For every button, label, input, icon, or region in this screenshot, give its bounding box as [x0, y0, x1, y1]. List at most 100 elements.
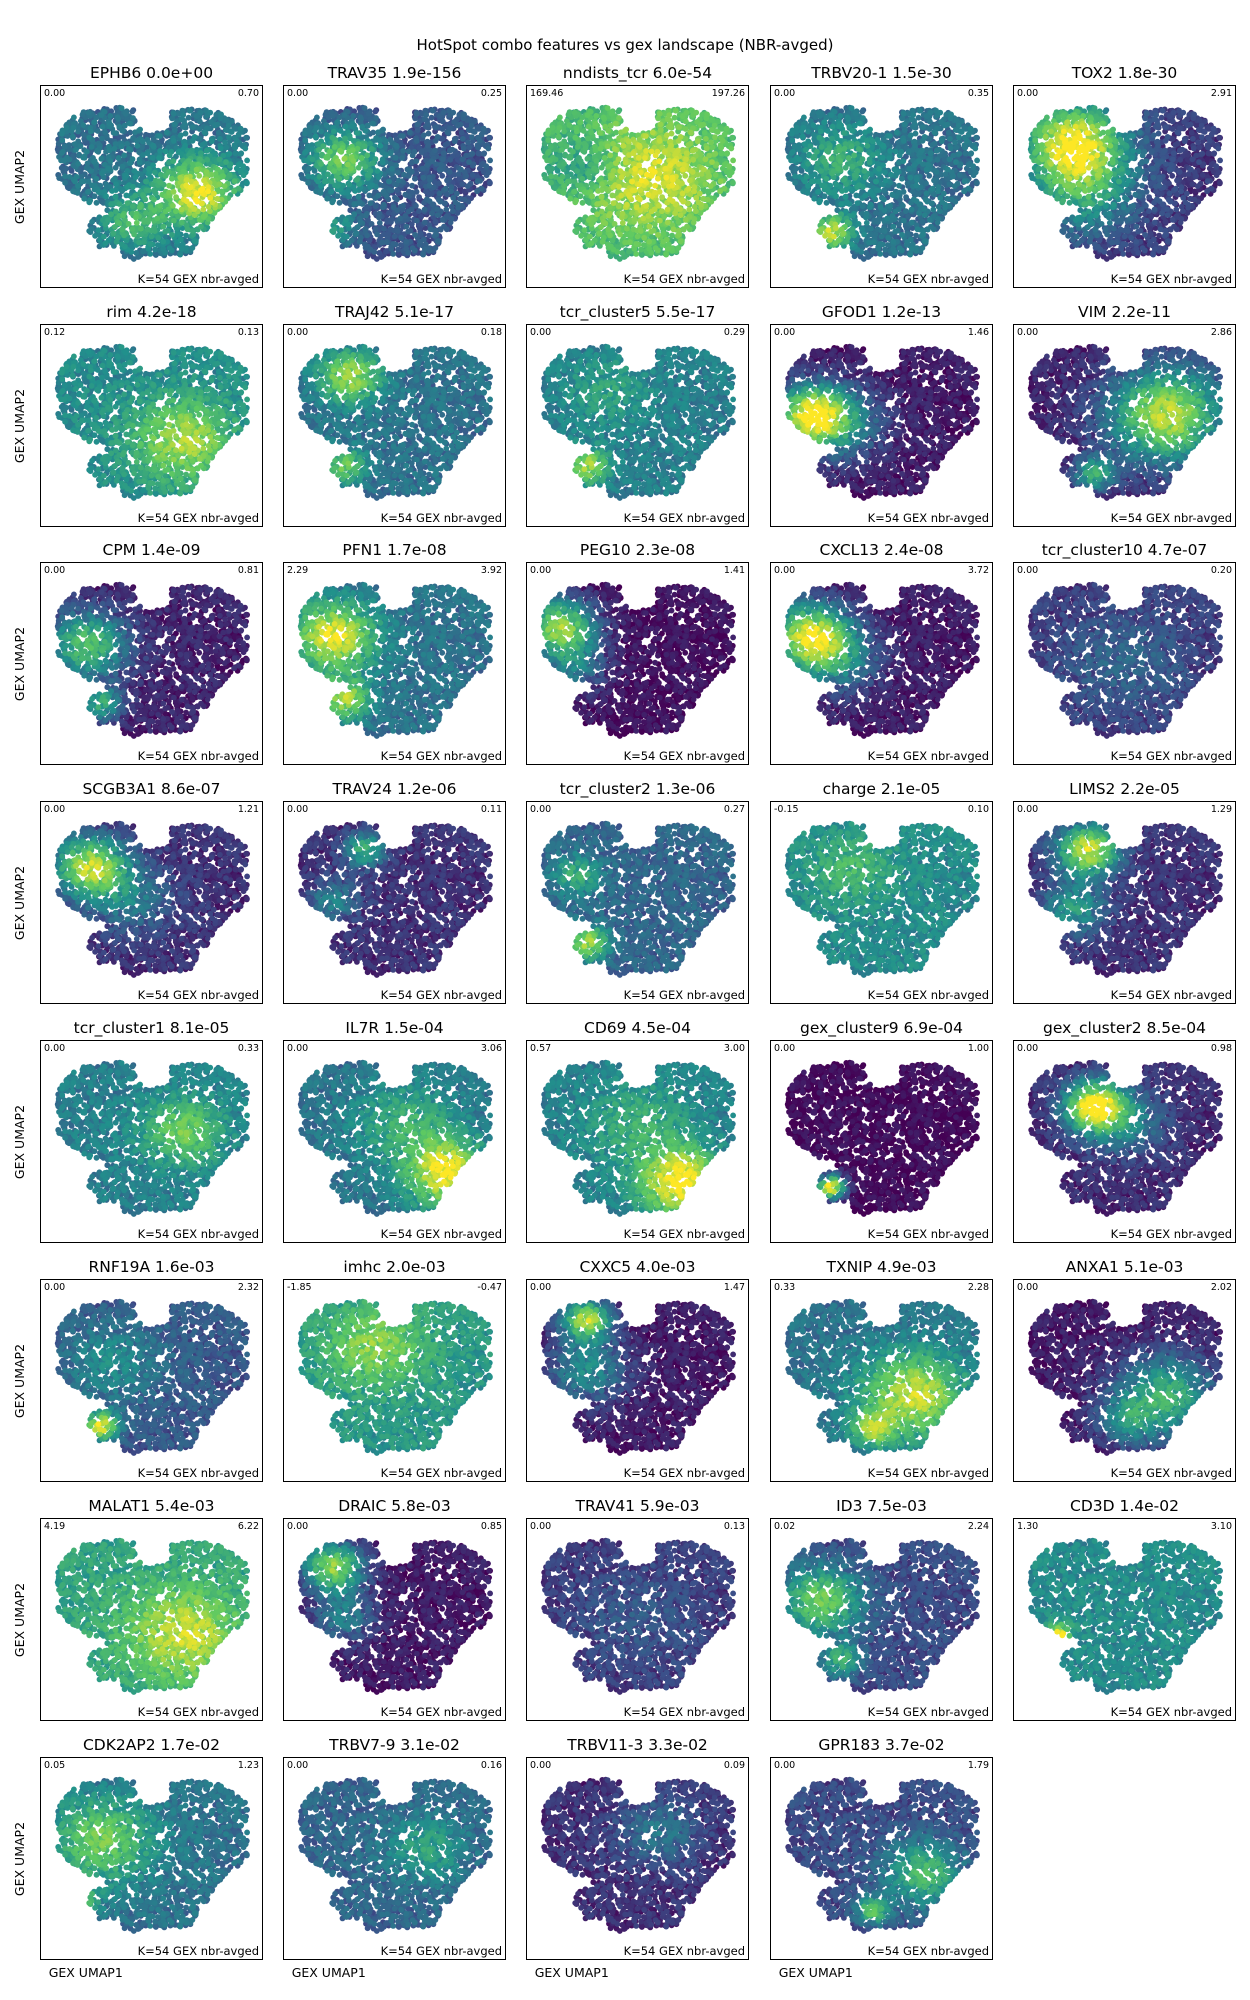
scatter-point	[676, 245, 682, 251]
scatter-point	[609, 111, 615, 117]
scatter-point	[147, 251, 153, 257]
scatter-point	[619, 250, 625, 256]
scatter-point	[152, 170, 158, 176]
scatter-point	[421, 237, 427, 243]
scatter-point	[109, 188, 115, 194]
scatter-point	[564, 143, 570, 149]
scatter-point	[135, 143, 141, 149]
scatter-point	[312, 128, 318, 134]
scatter-point	[369, 146, 375, 152]
scatter-point	[416, 208, 422, 214]
scatter-point	[598, 146, 604, 152]
scatter-point	[84, 149, 90, 155]
scatter-point	[475, 145, 481, 151]
scatter-point	[200, 142, 206, 148]
scatter-point	[108, 158, 114, 164]
scatter-point	[362, 164, 368, 170]
scatter-point	[566, 155, 572, 161]
scatter-plot	[527, 86, 749, 288]
scatter-point	[386, 179, 392, 185]
scatter-point	[234, 138, 240, 144]
scatter-point	[548, 180, 554, 186]
scatter-point	[354, 130, 360, 136]
scatter-point	[585, 112, 591, 118]
scatter-point	[433, 245, 439, 251]
scatter-point	[393, 155, 399, 161]
scatter-point	[75, 190, 81, 196]
scatter-point	[193, 197, 199, 203]
scatter-point	[328, 189, 334, 195]
scatter-point	[684, 110, 690, 116]
scatter-point	[434, 206, 440, 212]
scatter-point	[441, 110, 447, 116]
panel-title: TRAV35 1.9e-156	[263, 64, 526, 82]
scatter-point	[587, 234, 593, 240]
scatter-point	[593, 121, 599, 127]
scatter-point	[223, 127, 229, 133]
scatter-point	[133, 250, 139, 256]
scatter-point	[594, 167, 600, 173]
scatter-point	[226, 134, 232, 140]
scatter-point	[390, 251, 396, 257]
scatter-point	[548, 173, 554, 179]
scatter-point	[600, 239, 606, 245]
scatter-point	[231, 188, 237, 194]
scatter-point	[179, 207, 185, 213]
scatter-point	[409, 183, 415, 189]
scatter-point	[608, 244, 614, 250]
scatter-point	[73, 147, 79, 153]
scatter-point	[461, 112, 467, 118]
scatter-point	[126, 146, 132, 152]
scatter-point	[376, 174, 382, 180]
scatter-point	[375, 193, 381, 199]
scatter-point	[426, 183, 432, 189]
scatter-point	[180, 112, 186, 118]
scatter-point	[202, 212, 208, 218]
scatter-point	[209, 138, 215, 144]
scatter-point	[485, 146, 491, 152]
scatter-point	[70, 134, 76, 140]
scatter-point	[422, 207, 428, 213]
scatter-point	[592, 144, 598, 150]
scatter-point	[466, 159, 472, 165]
scatter-point	[190, 124, 196, 130]
scatter-point	[572, 228, 578, 234]
scatter-point	[345, 162, 351, 168]
scatter-point	[107, 113, 113, 119]
scatter-point	[641, 242, 647, 248]
scatter-point	[427, 177, 433, 183]
scatter-point	[394, 197, 400, 203]
scatter-point	[702, 130, 708, 136]
scatter-point	[185, 226, 191, 232]
scatter-point	[561, 161, 567, 167]
scatter-point	[440, 136, 446, 142]
scatter-point	[351, 201, 357, 207]
scatter-point	[314, 115, 320, 121]
scatter-point	[140, 139, 146, 145]
scatter-point	[398, 235, 404, 241]
scatter-point	[585, 136, 591, 142]
scatter-point	[447, 148, 453, 154]
scatter-point	[610, 238, 616, 244]
scatter-point	[167, 153, 173, 159]
scatter-point	[175, 214, 181, 220]
scatter-point	[200, 186, 206, 192]
scatter-point	[171, 218, 177, 224]
scatter-point	[376, 215, 382, 221]
scatter-point	[99, 112, 105, 118]
scatter-point	[218, 146, 224, 152]
scatter-point	[142, 197, 148, 203]
scatter-point	[120, 213, 126, 219]
scatter-point	[186, 191, 192, 197]
scatter-point	[413, 158, 419, 164]
scatter-point	[438, 227, 444, 233]
scatter-point	[313, 134, 319, 140]
scatter-point	[343, 217, 349, 223]
scatter-point	[232, 145, 238, 151]
scatter-point	[578, 193, 584, 199]
scatter-point	[580, 200, 586, 206]
panel-title: EPHB6 0.0e+00	[20, 64, 283, 82]
scatter-point	[222, 183, 228, 189]
scatter-point	[146, 217, 152, 223]
scatter-point	[356, 165, 362, 171]
